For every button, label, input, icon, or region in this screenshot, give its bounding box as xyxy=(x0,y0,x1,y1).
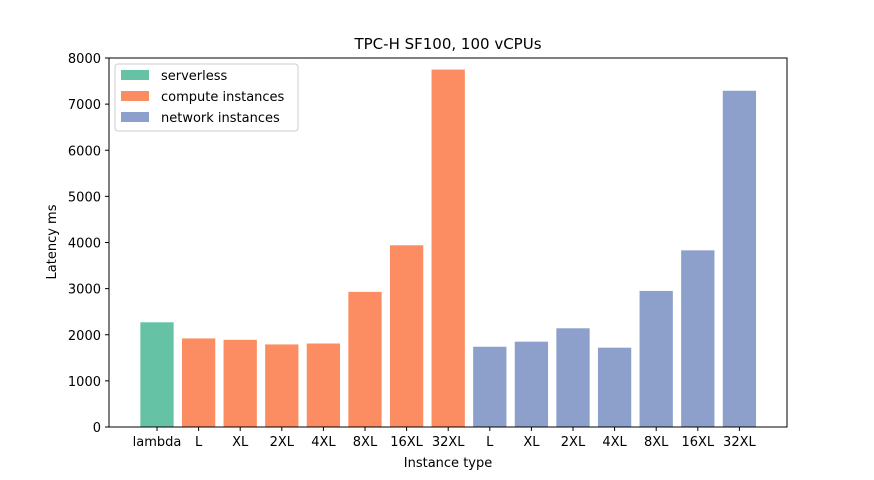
legend: serverless compute instances network ins… xyxy=(114,63,299,132)
bar-11-4xl xyxy=(597,347,632,427)
legend-label-network: network instances xyxy=(161,111,280,126)
y-axis-label: Latency ms xyxy=(45,204,60,279)
bar-9-xl xyxy=(514,341,549,427)
y-tick-label: 8000 xyxy=(68,52,101,67)
bar-7-32xl xyxy=(431,69,465,427)
legend-frame xyxy=(114,63,299,132)
y-axis: 0 1000 2000 3000 4000 5000 6000 7000 8000 xyxy=(68,52,109,436)
bar-4-4xl xyxy=(306,343,341,427)
bar-8-l xyxy=(473,346,507,427)
bar-3-2xl xyxy=(265,344,299,427)
bar-10-2xl xyxy=(556,328,590,427)
x-tick-label: 2XL xyxy=(561,435,586,450)
legend-swatch-network xyxy=(121,112,149,122)
x-tick-label: 8XL xyxy=(644,435,669,450)
x-axis: lambda L XL 2XL 4XL 8XL 16XL 32XL L XL 2XL 4XL 8XL 16… xyxy=(133,427,756,450)
x-tick-label: L xyxy=(486,435,494,450)
x-tick-label: 32XL xyxy=(432,435,465,450)
x-axis-label: Instance type xyxy=(404,456,492,471)
y-tick-label: 1000 xyxy=(68,375,101,390)
x-tick-label: lambda xyxy=(133,435,182,450)
x-tick-label: XL xyxy=(232,435,249,450)
x-tick-label: 2XL xyxy=(270,435,295,450)
bar-2-xl xyxy=(223,339,257,427)
y-tick-label: 6000 xyxy=(68,144,101,159)
x-tick-label: 16XL xyxy=(390,435,423,450)
y-tick-label: 5000 xyxy=(68,190,101,205)
x-tick-label: 16XL xyxy=(681,435,714,450)
x-tick-label: XL xyxy=(523,435,540,450)
legend-swatch-serverless xyxy=(121,70,149,80)
legend-label-serverless: serverless xyxy=(161,69,228,84)
x-tick-label: 32XL xyxy=(723,435,756,450)
bar-5-8xl xyxy=(348,291,382,427)
y-tick-label: 3000 xyxy=(68,283,101,298)
x-tick-label: 4XL xyxy=(311,435,336,450)
bar-0-lambda xyxy=(140,322,174,427)
bar-6-16xl xyxy=(389,245,424,427)
x-tick-label: L xyxy=(195,435,203,450)
y-tick-label: 0 xyxy=(93,421,101,436)
chart-title: TPC-H SF100, 100 vCPUs xyxy=(353,35,541,53)
y-tick-label: 7000 xyxy=(68,98,101,113)
x-tick-label: 8XL xyxy=(353,435,378,450)
bar-1-l xyxy=(181,338,216,427)
bar-13-16xl xyxy=(681,250,715,427)
bar-12-8xl xyxy=(639,290,673,427)
bar-14-32xl xyxy=(722,90,757,427)
x-tick-label: 4XL xyxy=(602,435,627,450)
legend-label-compute: compute instances xyxy=(161,90,285,105)
y-tick-label: 2000 xyxy=(68,329,101,344)
y-tick-label: 4000 xyxy=(68,237,101,252)
legend-swatch-compute xyxy=(121,91,149,101)
bars-group xyxy=(140,69,757,427)
